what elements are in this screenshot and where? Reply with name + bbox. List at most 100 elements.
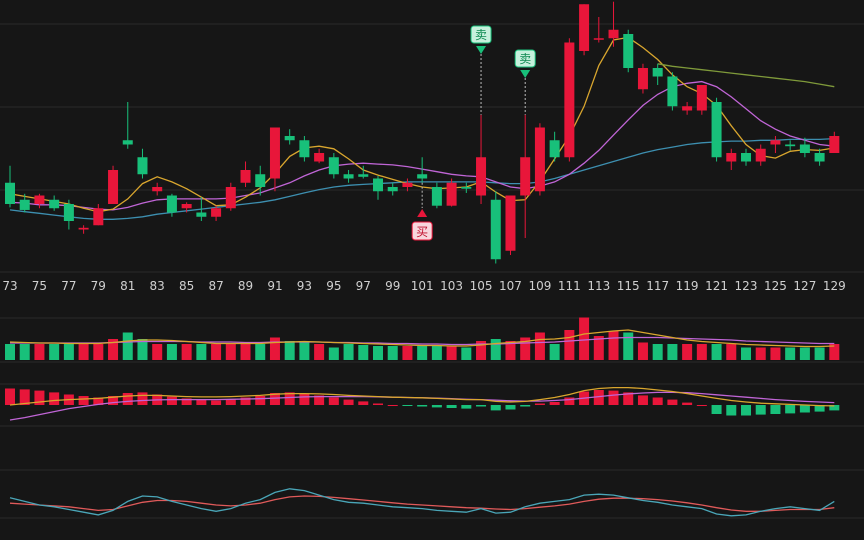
macd-bar — [534, 403, 545, 405]
candle — [373, 175, 383, 200]
volume-bar — [211, 344, 222, 360]
volume-bar — [652, 344, 663, 360]
x-tick-label: 117 — [646, 279, 669, 293]
signal-arrow — [417, 209, 428, 217]
macd-bar — [255, 396, 266, 405]
x-tick-label: 83 — [150, 279, 165, 293]
candlesticks — [5, 1, 840, 264]
macd-bar — [696, 405, 707, 406]
volume-bar — [240, 344, 251, 360]
volume-bar — [579, 317, 590, 360]
candle-body — [211, 208, 222, 217]
x-tick-label: 73 — [2, 279, 17, 293]
signal-label: 买 — [416, 225, 428, 239]
candle — [623, 29, 634, 73]
x-tick-label: 119 — [676, 279, 699, 293]
candle — [5, 165, 15, 208]
candle-body — [799, 144, 810, 153]
macd-bar — [682, 402, 693, 405]
volume-bar — [402, 346, 413, 360]
x-tick-label: 115 — [617, 279, 640, 293]
macd-bar — [137, 392, 148, 405]
x-tick-label: 101 — [411, 279, 434, 293]
volume-bar — [637, 342, 648, 360]
macd-panel — [5, 386, 840, 421]
candle-body — [181, 204, 192, 209]
candle-body — [78, 227, 89, 230]
volume-bar — [431, 346, 442, 360]
volume-bar — [549, 344, 560, 360]
signal-label: 卖 — [519, 52, 531, 66]
candle — [549, 131, 560, 162]
candle-body — [667, 76, 678, 107]
candle — [343, 170, 354, 183]
macd-bar — [240, 397, 251, 405]
candle — [93, 204, 104, 226]
candle — [755, 144, 766, 166]
volume-bar — [299, 341, 310, 360]
oscillator-panel — [9, 488, 835, 517]
macd-bar — [785, 405, 796, 414]
macd-bar — [608, 390, 619, 405]
candle-body — [34, 195, 45, 204]
volume-bar — [34, 344, 45, 360]
candle-body — [623, 34, 634, 68]
candle-body — [549, 140, 560, 158]
candle — [711, 97, 722, 162]
candle-body — [108, 170, 119, 204]
volume-bar — [696, 344, 707, 360]
candle — [505, 195, 516, 255]
candle-body — [417, 174, 428, 179]
volume-bar — [770, 347, 781, 360]
macd-bar — [387, 405, 398, 406]
candle-body — [284, 136, 295, 141]
volume-bar — [461, 347, 472, 360]
volume-bar — [799, 347, 810, 360]
candle-body — [476, 157, 487, 196]
oscillator-line — [9, 495, 835, 512]
candle-body — [461, 187, 472, 189]
macd-bar — [196, 399, 207, 405]
candle — [608, 1, 619, 47]
candle-body — [93, 208, 104, 226]
candle — [240, 161, 251, 187]
candle — [402, 178, 413, 192]
candle-body — [225, 187, 236, 209]
volume-bar — [255, 344, 266, 360]
macd-bar — [637, 395, 648, 405]
macd-bar — [78, 396, 89, 405]
volume-bar — [476, 341, 487, 360]
candle-body — [814, 153, 825, 162]
volume-bar — [5, 344, 15, 360]
volume-bar — [358, 345, 369, 360]
volume-ma-line — [9, 329, 835, 348]
candle-body — [637, 68, 648, 90]
candle-body — [593, 38, 604, 40]
volume-bar — [181, 344, 192, 360]
signal-sell: 卖 — [470, 25, 492, 115]
candle — [152, 182, 163, 196]
macd-bar — [476, 405, 487, 407]
volume-bar — [314, 344, 325, 360]
candle — [799, 137, 810, 158]
x-tick-label: 111 — [558, 279, 581, 293]
candle-body — [63, 204, 74, 221]
candle-body — [402, 182, 413, 187]
x-tick-label: 127 — [793, 279, 816, 293]
candle-body — [122, 140, 133, 145]
macd-bar — [829, 405, 840, 411]
candle — [520, 114, 531, 238]
candle-body — [255, 174, 266, 187]
candle-body — [534, 127, 545, 192]
macd-bar — [461, 405, 472, 409]
x-tick-label: 125 — [764, 279, 787, 293]
macd-bar — [505, 405, 516, 410]
volume-bar — [343, 344, 354, 360]
x-tick-label: 123 — [735, 279, 758, 293]
candle — [358, 165, 369, 179]
macd-bar — [549, 402, 560, 405]
macd-bar — [446, 405, 457, 408]
candle — [770, 136, 781, 153]
candle-body — [785, 144, 796, 147]
volume-bar — [623, 332, 634, 360]
